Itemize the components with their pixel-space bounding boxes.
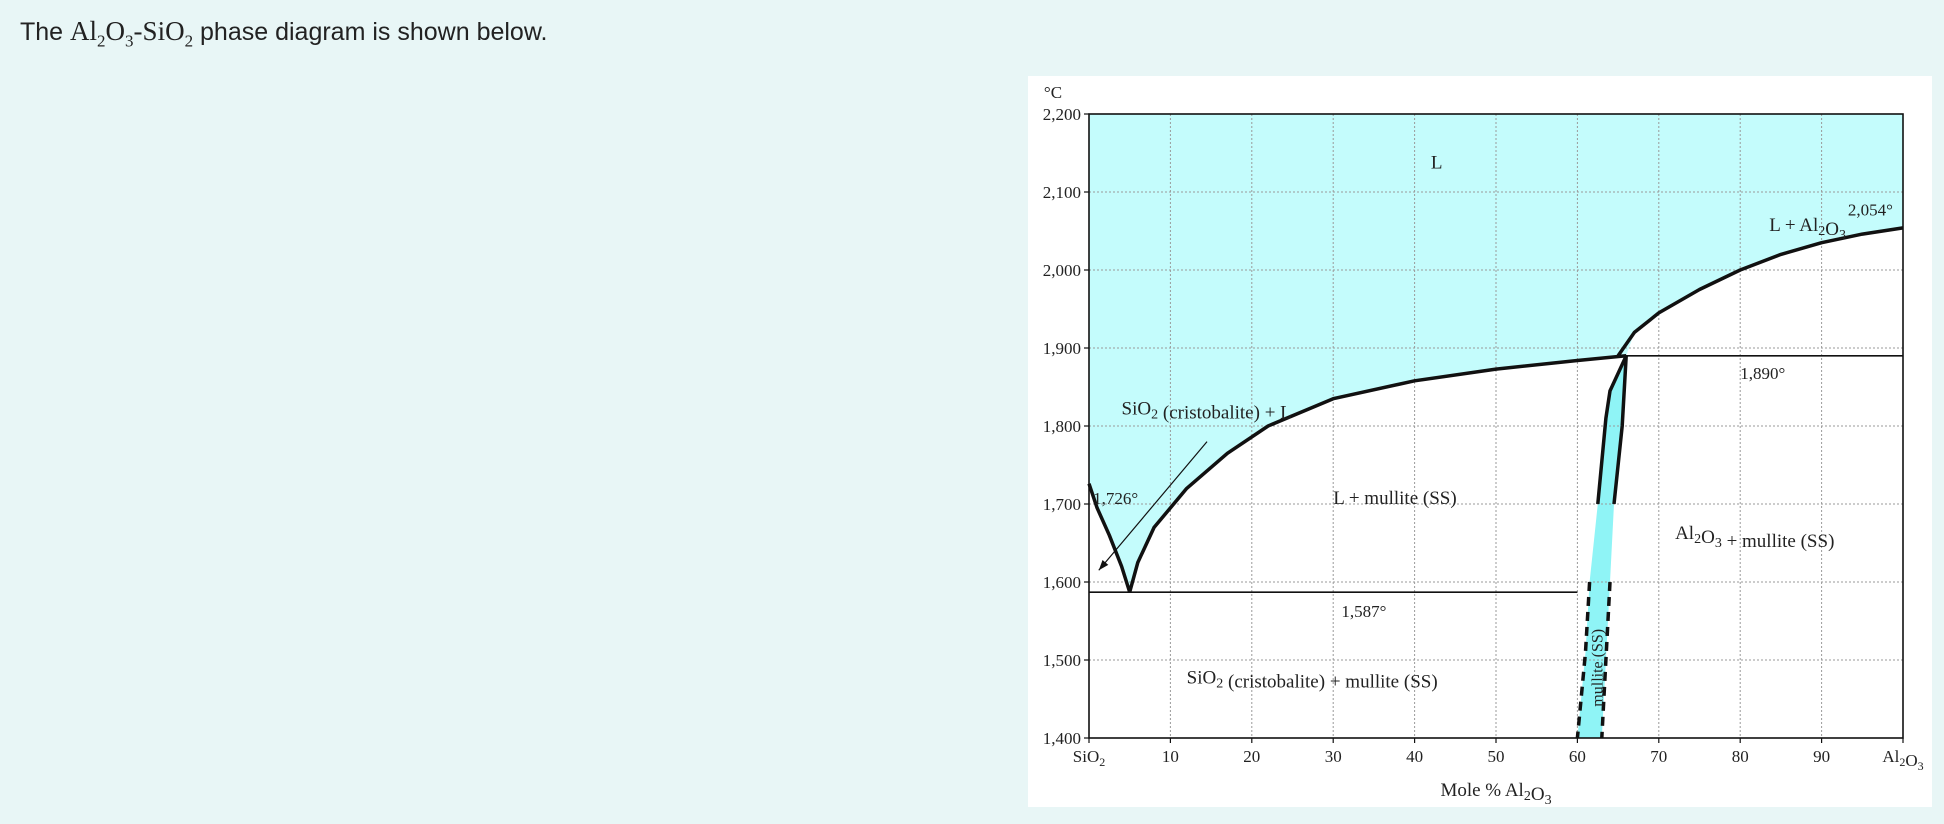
x-tick-label-50: 50 [1488, 747, 1505, 766]
phase-diagram: 1,400 1,500 1,600 1,700 1,800 1,900 2,000 2,100… [1043, 83, 1924, 807]
cristobalite-liquidus-curve [1087, 483, 1132, 593]
mullite-right-boundary-solid [1612, 355, 1628, 505]
formula-al: Al [70, 16, 98, 46]
y-tick-label-1600: 1,600 [1043, 573, 1081, 592]
y-axis-title: °C [1044, 83, 1062, 102]
x-tick-label-0: SiO2 [1073, 747, 1105, 769]
x-tick-label-40: 40 [1406, 747, 1423, 766]
region-label-l-mullite-ss: L + mullite (SS) [1333, 488, 1456, 509]
intro-suffix: phase diagram is shown below. [200, 18, 548, 46]
region-labels: L L + Al2O3 SiO2 (cristobalite) + L L + mul… [1093, 153, 1893, 707]
x-tick-label-20: 20 [1243, 747, 1260, 766]
region-label-l-al-o: L + Al2O3 [1769, 215, 1846, 243]
region-fills [1089, 114, 1903, 738]
intro-sentence: The Al2O3-SiO2 phase diagram is shown be… [20, 16, 547, 51]
leader-line [1098, 441, 1208, 571]
mullite-right-boundary-dashed [1600, 581, 1612, 739]
annotation-1726: 1,726° [1093, 489, 1138, 508]
region-label-sio-cristobalite-l: SiO2 (cristobalite) + L [1122, 398, 1292, 423]
y-tick-label-2200: 2,200 [1043, 105, 1081, 124]
liquid-region-fill [1089, 114, 1903, 593]
x-tick-label-60: 60 [1569, 747, 1586, 766]
y-tick-label-1500: 1,500 [1043, 651, 1081, 670]
mullite-left-boundary-solid [1596, 355, 1628, 505]
x-tick-label-100: Al2O3 [1882, 747, 1923, 773]
formula-separator: - [133, 16, 143, 46]
x-tick-label-30: 30 [1325, 747, 1342, 766]
x-tick-label-70: 70 [1650, 747, 1667, 766]
annotation-1587: 1,587° [1341, 602, 1386, 621]
intro-prefix: The [20, 18, 64, 46]
region-label-l: L [1431, 153, 1443, 174]
y-tick-label-1400: 1,400 [1043, 729, 1081, 748]
y-tick-label-1700: 1,700 [1043, 495, 1081, 514]
annotation-1890: 1,890° [1740, 364, 1785, 383]
mullite-left-boundary-dashed [1575, 581, 1592, 739]
formula-silica: SiO2 [142, 16, 194, 50]
leader-arrowhead [1098, 559, 1109, 571]
mullite-ss-region-fill [1577, 355, 1627, 738]
region-label-sio-cristobalite-mullite-ss: SiO2 (cristobalite) + mullite (SS) [1187, 667, 1438, 692]
formula-si: SiO [142, 16, 185, 46]
annotation-2054: 2,054° [1848, 200, 1893, 219]
y-tick-label-1800: 1,800 [1043, 417, 1081, 436]
formula-al-sub: 2 [97, 31, 106, 51]
tick-labels: 1,400 1,500 1,600 1,700 1,800 1,900 2,000 2,100… [1043, 83, 1924, 807]
formula-o-sub: 3 [125, 31, 134, 51]
x-tick-label-10: 10 [1162, 747, 1179, 766]
y-tick-label-1900: 1,900 [1043, 339, 1081, 358]
x-axis-title: Mole % Al2O3 [1440, 780, 1551, 807]
y-tick-label-2100: 2,100 [1043, 183, 1081, 202]
region-label-al-o-mullite-ss: Al2O3 + mullite (SS) [1675, 523, 1834, 552]
formula-si-sub: 2 [184, 31, 194, 51]
grid-lines [1089, 114, 1903, 738]
formula-alumina: Al2O3 [70, 16, 134, 50]
x-tick-label-80: 80 [1732, 747, 1749, 766]
mullite-liquidus-curve [1128, 354, 1627, 593]
region-label-mullite-ss: mullite (SS) [1590, 629, 1607, 707]
x-tick-label-90: 90 [1813, 747, 1830, 766]
alumina-liquidus-curve [1616, 226, 1904, 357]
y-tick-label-2000: 2,000 [1043, 261, 1081, 280]
phase-diagram-card: 1,400 1,500 1,600 1,700 1,800 1,900 2,000 2,100… [1028, 76, 1932, 807]
formula-o: O [105, 16, 126, 46]
phase-boundaries [1087, 226, 1904, 739]
